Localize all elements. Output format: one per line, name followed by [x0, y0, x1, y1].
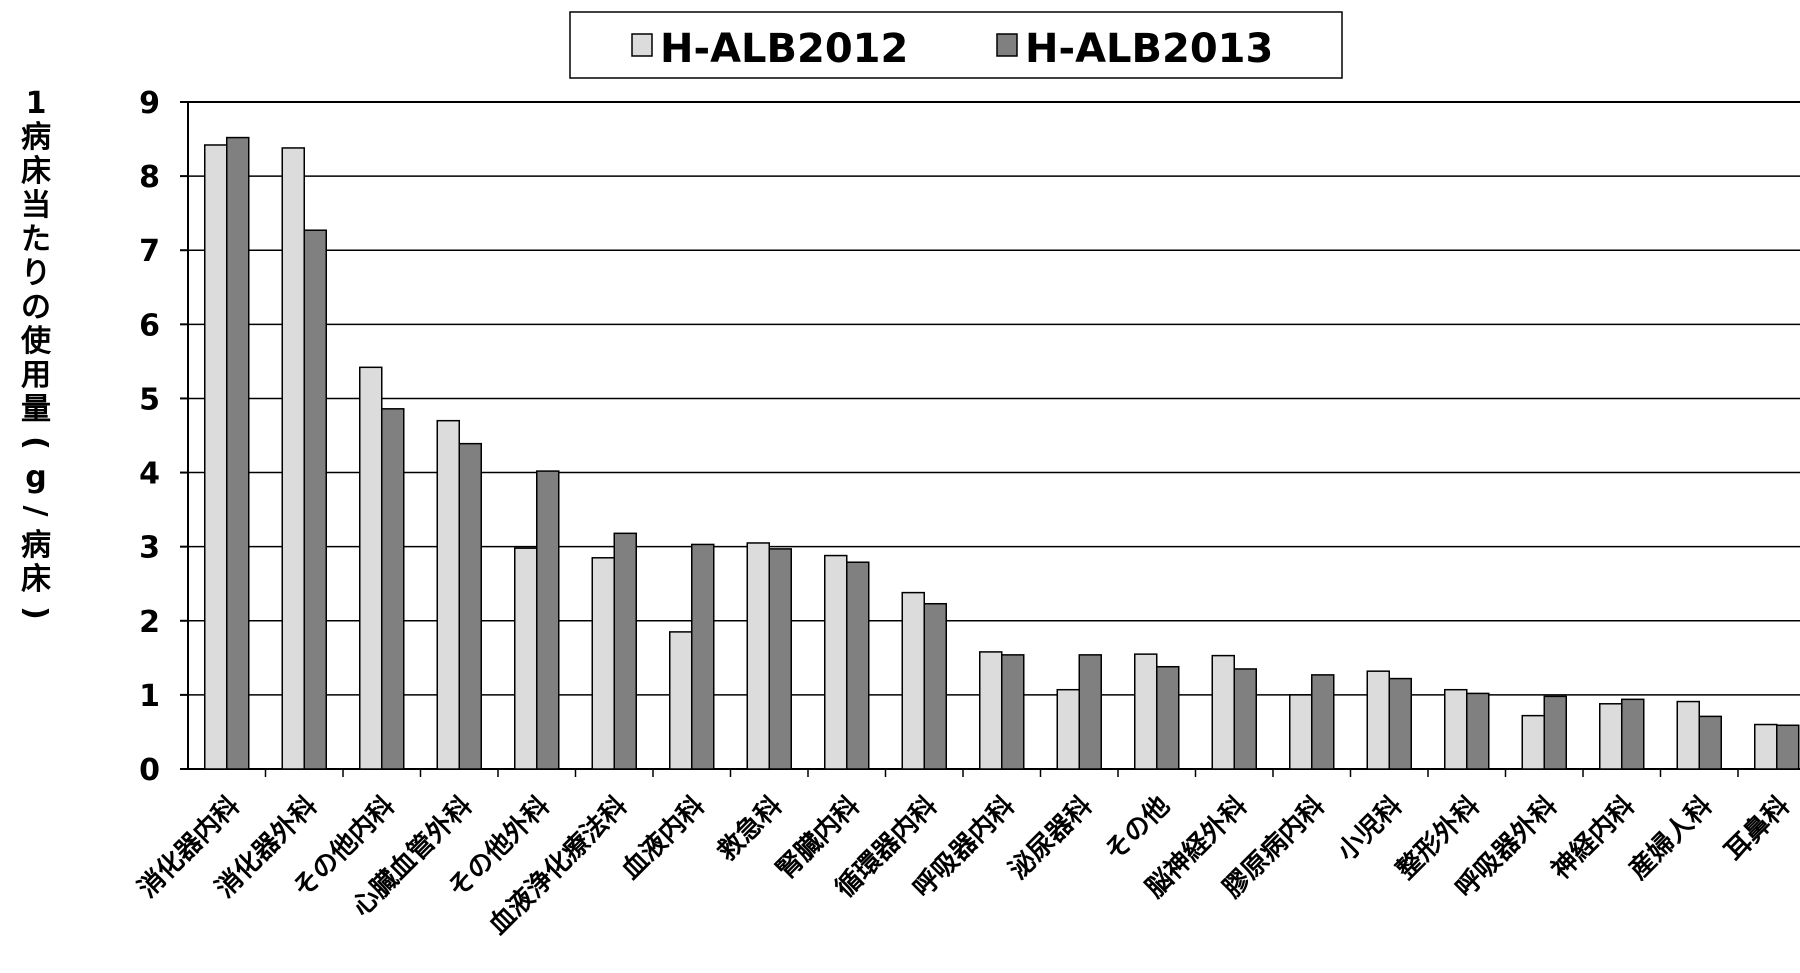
x-category-label: 小児科 — [1332, 791, 1408, 867]
y-tick-label: 0 — [139, 753, 160, 788]
y-axis-label-char: の — [21, 290, 51, 325]
y-axis-label-char: ) — [18, 606, 53, 620]
x-category-label: 泌尿器科 — [1003, 791, 1098, 886]
bar-h-alb2012 — [591, 557, 615, 770]
y-tick-label: 2 — [139, 605, 160, 640]
y-axis-label-char: た — [21, 222, 51, 257]
bar-h-alb2013 — [923, 602, 947, 770]
legend-label: H-ALB2013 — [1025, 26, 1273, 72]
x-category-label: 血液浄化療法科 — [483, 791, 633, 941]
y-axis-label-char: 量 — [21, 392, 51, 427]
bar-h-alb2012 — [281, 147, 305, 770]
legend-label: H-ALB2012 — [660, 26, 908, 72]
legend-swatch — [631, 33, 653, 57]
bar-h-alb2012 — [1134, 653, 1158, 770]
bar-h-alb2012 — [1676, 700, 1700, 770]
y-tick-label: 4 — [139, 457, 160, 492]
bar-h-alb2012 — [746, 542, 770, 770]
bar-h-alb2013 — [1001, 654, 1025, 770]
y-axis-label-char: り — [21, 256, 51, 291]
y-tick-label: 1 — [139, 679, 160, 714]
bar-h-alb2012 — [1521, 714, 1545, 770]
bar-h-alb2013 — [1543, 695, 1567, 770]
x-category-label: 耳鼻科 — [1719, 791, 1795, 867]
x-category-label: 神経内科 — [1545, 790, 1640, 885]
bar-h-alb2013 — [458, 442, 482, 770]
bar-h-alb2012 — [204, 144, 228, 770]
bar-h-alb2012 — [1056, 688, 1080, 770]
y-tick-label: 8 — [139, 160, 160, 195]
bar-h-alb2013 — [1466, 692, 1490, 770]
bar-h-alb2012 — [1444, 688, 1468, 770]
bar-h-alb2013 — [536, 470, 560, 770]
x-category-label: 血液内科 — [616, 791, 711, 886]
y-tick-label: 3 — [139, 531, 160, 566]
bar-h-alb2013 — [1233, 668, 1257, 770]
x-category-label: 産婦人科 — [1623, 790, 1718, 885]
legend-box — [569, 11, 1343, 79]
y-axis-label-char: 当 — [21, 188, 51, 223]
bar-h-alb2013 — [1388, 677, 1412, 770]
y-axis-label-char: 病 — [21, 120, 51, 155]
y-axis-label-char: 1 — [26, 86, 47, 121]
bar-h-alb2012 — [979, 651, 1003, 770]
x-category-label: その他 — [1099, 791, 1175, 867]
bar-h-alb2013 — [303, 229, 327, 770]
bar-h-alb2013 — [1156, 665, 1180, 770]
y-tick-label: 9 — [139, 86, 160, 121]
y-axis-label-char: g — [25, 460, 46, 495]
bar-h-alb2012 — [901, 591, 925, 770]
y-tick-label: 7 — [139, 234, 160, 269]
y-axis-label-char: 用 — [21, 358, 51, 393]
bar-h-alb2013 — [226, 136, 250, 770]
bar-h-alb2013 — [1311, 674, 1335, 770]
bar-h-alb2012 — [514, 547, 538, 770]
bar-h-alb2012 — [1754, 723, 1778, 770]
bar-h-alb2013 — [768, 548, 792, 770]
bar-h-alb2013 — [1078, 654, 1102, 770]
bar-h-alb2012 — [824, 554, 848, 770]
x-category-label: 救急科 — [712, 791, 788, 867]
bar-h-alb2012 — [1599, 703, 1623, 770]
y-axis-label-char: ( — [18, 436, 53, 450]
y-tick-label: 6 — [139, 308, 160, 343]
bar-h-alb2013 — [846, 561, 870, 770]
bar-h-alb2012 — [669, 631, 693, 770]
bar-h-alb2012 — [436, 419, 460, 770]
bar-h-alb2013 — [1698, 715, 1722, 770]
legend-swatch — [996, 33, 1018, 57]
bar-h-alb2012 — [1289, 694, 1313, 770]
y-axis-label-char: / — [18, 506, 53, 517]
bar-h-alb2012 — [359, 366, 383, 770]
bar-h-alb2013 — [691, 543, 715, 770]
y-axis-label-char: 病 — [21, 528, 51, 563]
bar-h-alb2013 — [613, 532, 637, 770]
y-axis-label-char: 床 — [21, 562, 51, 597]
bar-h-alb2013 — [1621, 698, 1645, 770]
bar-h-alb2012 — [1366, 670, 1390, 770]
bar-h-alb2012 — [1211, 654, 1235, 770]
bar-h-alb2013 — [381, 408, 405, 770]
bar-h-alb2013 — [1776, 724, 1800, 770]
y-axis-label-char: 床 — [21, 154, 51, 189]
y-axis-label-char: 使 — [20, 324, 52, 359]
y-tick-label: 5 — [139, 382, 160, 417]
